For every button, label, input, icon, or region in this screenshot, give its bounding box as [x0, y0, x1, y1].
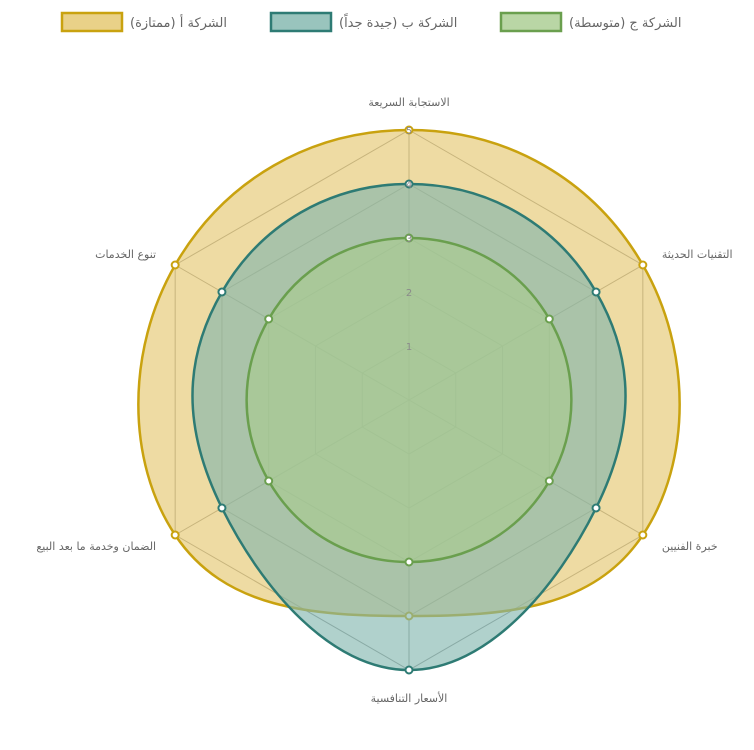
- data-point: [170, 260, 180, 270]
- legend-item: الشركة ب (جيدة جداً): [269, 11, 457, 33]
- tick-label: 2: [406, 288, 412, 299]
- tick-label: 5: [406, 126, 412, 137]
- series-3: [245, 233, 573, 567]
- legend: الشركة أ (ممتازة) الشركة ب (جيدة جداً) الش…: [60, 11, 681, 33]
- tick-label: 3: [406, 234, 412, 245]
- data-point: [217, 287, 227, 297]
- data-point: [217, 503, 227, 513]
- data-point: [404, 125, 414, 135]
- axis-label: الاستجابة السريعة: [368, 96, 449, 109]
- data-point: [264, 314, 274, 324]
- data-point: [404, 179, 414, 189]
- legend-label: الشركة ب (جيدة جداً): [339, 13, 457, 31]
- axis-label: الضمان وخدمة ما بعد البيع: [36, 540, 156, 553]
- data-point: [638, 260, 648, 270]
- tick-labels: 1 2 3 4 5: [406, 126, 412, 353]
- legend-swatch: [60, 11, 124, 33]
- tick-label: 1: [406, 342, 412, 353]
- legend-item: الشركة أ (ممتازة): [60, 11, 227, 33]
- legend-swatch: [499, 11, 563, 33]
- legend-label: الشركة أ (ممتازة): [130, 14, 227, 31]
- axis-labels: الاستجابة السريعة التقنيات الحديثة خبرة ال…: [36, 96, 732, 705]
- data-point: [591, 287, 601, 297]
- data-point: [404, 233, 414, 243]
- data-point: [544, 314, 554, 324]
- axis-label: الأسعار التنافسية: [371, 691, 448, 705]
- data-point: [544, 476, 554, 486]
- data-point: [591, 503, 601, 513]
- axis-label: تنوع الخدمات: [95, 248, 156, 261]
- data-point: [638, 530, 648, 540]
- data-point: [264, 476, 274, 486]
- data-point: [170, 530, 180, 540]
- legend-label: الشركة ج (متوسطة): [569, 16, 681, 31]
- data-point: [404, 557, 414, 567]
- legend-swatch: [269, 11, 333, 33]
- series-layer: [137, 125, 681, 675]
- series-area: [245, 236, 573, 564]
- tick-label: 4: [406, 180, 412, 191]
- axis-label: التقنيات الحديثة: [662, 248, 733, 261]
- legend-item: الشركة ج (متوسطة): [499, 11, 681, 33]
- axis-label: خبرة الفنيين: [662, 540, 718, 553]
- data-point: [404, 665, 414, 675]
